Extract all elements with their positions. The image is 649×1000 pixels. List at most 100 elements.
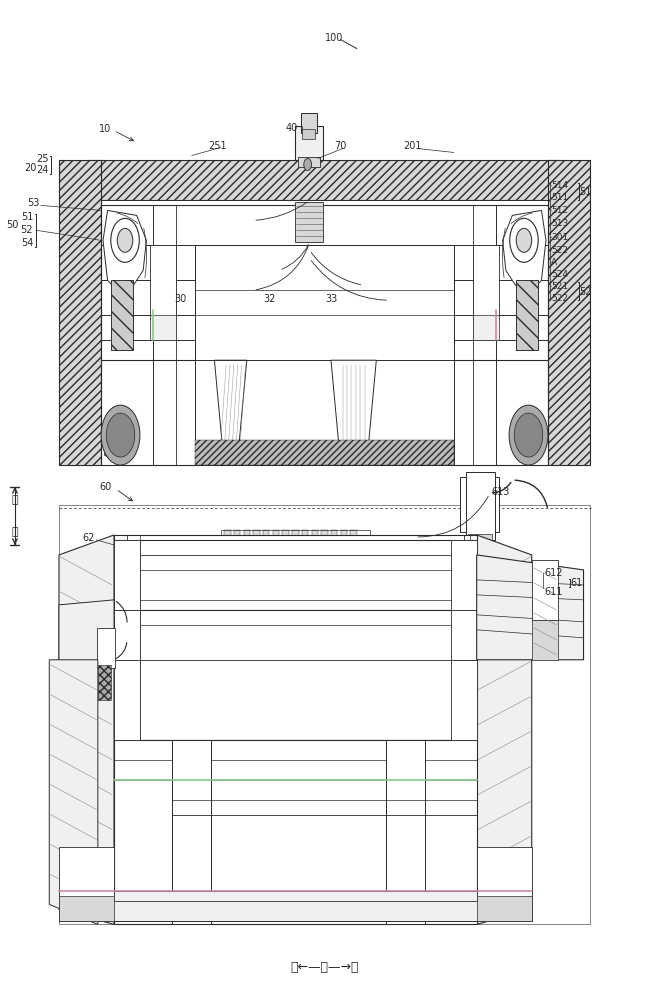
Bar bbox=[298, 157, 320, 167]
Text: 522: 522 bbox=[551, 294, 568, 303]
Bar bbox=[532, 620, 557, 660]
Text: 上: 上 bbox=[12, 495, 18, 505]
FancyArrowPatch shape bbox=[143, 228, 147, 278]
Bar bbox=[195, 245, 454, 465]
Bar bbox=[114, 740, 476, 924]
Text: 外←—内—→外: 外←—内—→外 bbox=[290, 961, 359, 974]
Text: 52: 52 bbox=[21, 225, 33, 235]
Text: 513: 513 bbox=[551, 219, 569, 228]
Bar bbox=[253, 530, 260, 543]
Text: 62: 62 bbox=[83, 533, 95, 543]
Bar bbox=[476, 847, 532, 901]
Bar bbox=[224, 530, 230, 543]
Text: 51: 51 bbox=[580, 187, 592, 197]
Circle shape bbox=[516, 228, 532, 252]
Bar bbox=[263, 530, 269, 543]
Bar bbox=[474, 245, 499, 320]
Bar bbox=[312, 530, 318, 543]
Circle shape bbox=[509, 218, 538, 262]
Bar bbox=[59, 505, 590, 924]
Bar bbox=[302, 129, 315, 139]
FancyArrowPatch shape bbox=[256, 202, 308, 220]
Polygon shape bbox=[49, 660, 98, 924]
Text: 522: 522 bbox=[551, 246, 568, 255]
FancyArrowPatch shape bbox=[116, 601, 127, 622]
Bar bbox=[295, 126, 323, 160]
FancyArrowPatch shape bbox=[312, 253, 361, 285]
Bar bbox=[114, 660, 140, 740]
Polygon shape bbox=[59, 535, 114, 924]
Bar bbox=[548, 160, 590, 465]
Bar bbox=[243, 530, 250, 543]
Text: 511: 511 bbox=[551, 193, 569, 202]
Bar bbox=[461, 477, 499, 532]
Bar bbox=[466, 472, 495, 540]
Bar bbox=[474, 315, 499, 340]
Bar bbox=[548, 160, 590, 465]
Bar bbox=[350, 530, 357, 543]
Text: 30: 30 bbox=[175, 294, 187, 304]
Polygon shape bbox=[103, 210, 147, 290]
FancyArrowPatch shape bbox=[282, 245, 308, 269]
Bar bbox=[114, 540, 140, 610]
Bar bbox=[150, 245, 175, 320]
Bar bbox=[221, 530, 370, 545]
Polygon shape bbox=[214, 360, 247, 465]
Polygon shape bbox=[104, 440, 130, 462]
Text: 24: 24 bbox=[36, 165, 49, 175]
Text: 301: 301 bbox=[551, 233, 569, 242]
Bar bbox=[101, 200, 548, 205]
Text: 51: 51 bbox=[21, 212, 33, 222]
Bar bbox=[173, 740, 211, 924]
Text: 25: 25 bbox=[36, 154, 49, 164]
Text: 70: 70 bbox=[334, 141, 347, 151]
Bar bbox=[341, 530, 347, 543]
Bar bbox=[331, 530, 337, 543]
Polygon shape bbox=[59, 600, 114, 665]
FancyArrowPatch shape bbox=[117, 213, 138, 224]
Bar bbox=[98, 665, 111, 700]
FancyArrowPatch shape bbox=[116, 643, 127, 658]
Bar bbox=[114, 610, 476, 740]
Text: 54: 54 bbox=[21, 238, 33, 248]
Text: A: A bbox=[551, 258, 557, 267]
Bar bbox=[88, 160, 561, 200]
Bar bbox=[302, 530, 308, 543]
Text: 50: 50 bbox=[6, 220, 19, 230]
Bar bbox=[234, 530, 240, 543]
Circle shape bbox=[514, 413, 543, 457]
Text: 514: 514 bbox=[551, 181, 569, 190]
Text: 52: 52 bbox=[580, 287, 592, 297]
Text: 524: 524 bbox=[551, 270, 568, 279]
Text: 611: 611 bbox=[545, 587, 563, 597]
Bar bbox=[150, 315, 175, 340]
Bar bbox=[114, 610, 140, 660]
FancyArrowPatch shape bbox=[511, 213, 532, 224]
Polygon shape bbox=[515, 280, 538, 350]
Bar bbox=[59, 847, 114, 901]
Text: 512: 512 bbox=[551, 206, 569, 215]
Text: 521: 521 bbox=[551, 282, 569, 291]
Bar bbox=[469, 534, 491, 544]
Text: 100: 100 bbox=[325, 33, 343, 43]
FancyArrowPatch shape bbox=[502, 228, 506, 278]
Bar bbox=[321, 530, 328, 543]
Text: 53: 53 bbox=[27, 198, 40, 208]
Text: 612: 612 bbox=[545, 568, 563, 578]
Polygon shape bbox=[502, 210, 546, 290]
Text: 60: 60 bbox=[100, 482, 112, 492]
FancyArrowPatch shape bbox=[515, 480, 547, 507]
Bar bbox=[532, 560, 557, 620]
Text: 10: 10 bbox=[99, 124, 111, 134]
Text: 201: 201 bbox=[404, 141, 422, 151]
Polygon shape bbox=[476, 535, 532, 924]
Bar bbox=[300, 113, 317, 133]
Polygon shape bbox=[519, 440, 541, 462]
Circle shape bbox=[117, 228, 133, 252]
Bar bbox=[292, 530, 299, 543]
Polygon shape bbox=[111, 280, 134, 350]
Text: 32: 32 bbox=[263, 294, 276, 304]
Circle shape bbox=[509, 405, 548, 465]
Polygon shape bbox=[295, 202, 323, 242]
Text: 33: 33 bbox=[325, 294, 337, 304]
